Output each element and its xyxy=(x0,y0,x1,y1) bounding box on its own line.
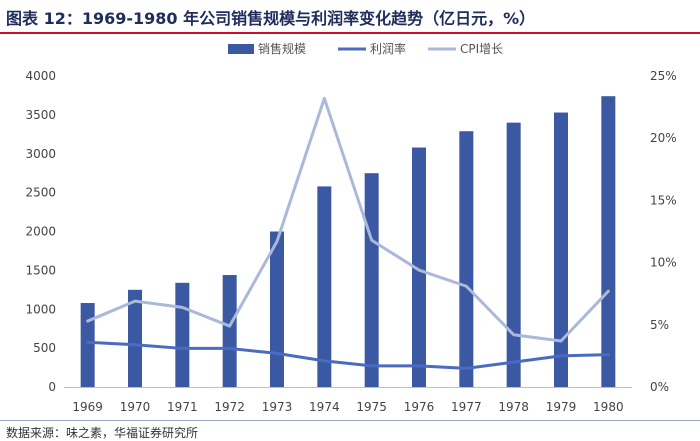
left-axis-tick-label: 2500 xyxy=(25,186,56,200)
x-axis-tick-label: 1980 xyxy=(593,400,624,414)
x-axis-tick-label: 1978 xyxy=(498,400,529,414)
source-bar: 数据来源：味之素，华福证券研究所 xyxy=(0,420,700,441)
bar-sales-1970 xyxy=(128,289,142,387)
chart: 0 500 1000 1500 2000 2500 3000 3500 4000 0% 5% 10% 1… xyxy=(25,41,677,414)
legend xyxy=(228,44,456,54)
bar-sales-1972 xyxy=(222,275,237,387)
x-axis-tick-label: 1970 xyxy=(120,400,151,414)
right-axis-tick-label: 25% xyxy=(650,69,677,83)
bar-sales-1979 xyxy=(554,112,568,387)
x-axis-tick-label: 1974 xyxy=(309,400,340,414)
left-axis-tick-label: 500 xyxy=(33,341,56,355)
left-axis-tick-label: 2000 xyxy=(25,225,56,239)
bar-sales-1969 xyxy=(80,303,95,387)
bar-sales-1973 xyxy=(270,231,284,387)
right-axis-tick-label: 10% xyxy=(650,256,677,270)
x-axis-tick-label: 1977 xyxy=(451,400,482,414)
source-note: 数据来源：味之素，华福证券研究所 xyxy=(6,426,199,440)
bar-sales-1978 xyxy=(506,122,521,388)
bar-sales-1971 xyxy=(175,282,190,387)
x-axis-tick-label: 1975 xyxy=(356,400,387,414)
legend-label-profit: 利润率 xyxy=(370,41,406,56)
bar-sales-1976 xyxy=(412,147,426,387)
x-axis-tick-label: 1972 xyxy=(214,400,245,414)
chart-title: 图表 12：1969-1980 年公司销售规模与利润率变化趋势（亿日元，%） xyxy=(6,9,536,28)
left-axis-tick-label: 0 xyxy=(48,380,56,394)
legend-label-sales: 销售规模 xyxy=(258,41,306,56)
series-line-cpi xyxy=(86,96,610,343)
x-axis-tick-label: 1973 xyxy=(262,400,293,414)
right-axis-tick-label: 20% xyxy=(650,131,677,145)
x-axis-tick-label: 1969 xyxy=(72,400,103,414)
series-line-profit xyxy=(86,340,610,370)
title-bar: 图表 12：1969-1980 年公司销售规模与利润率变化趋势（亿日元，%） xyxy=(0,0,700,34)
right-axis-tick-label: 15% xyxy=(650,193,677,207)
x-axis-tick-label: 1976 xyxy=(404,400,435,414)
left-axis-tick-label: 4000 xyxy=(25,69,56,83)
left-axis-tick-label: 1500 xyxy=(25,263,56,277)
legend-label-cpi: CPI增长 xyxy=(460,42,503,56)
left-axis-tick-label: 1000 xyxy=(25,302,56,316)
bar-sales-1977 xyxy=(459,131,474,387)
left-axis-tick-label: 3000 xyxy=(25,147,56,161)
bar-sales-1980 xyxy=(601,96,616,387)
right-axis-tick-label: 5% xyxy=(650,318,669,332)
bar-sales-1974 xyxy=(317,186,332,387)
right-axis-tick-label: 0% xyxy=(650,380,669,394)
x-axis-tick-label: 1979 xyxy=(546,400,577,414)
x-axis-tick-label: 1971 xyxy=(167,400,198,414)
bar-sales-1975 xyxy=(364,173,379,387)
left-axis-tick-label: 3500 xyxy=(25,108,56,122)
legend-swatch-sales xyxy=(228,44,254,54)
